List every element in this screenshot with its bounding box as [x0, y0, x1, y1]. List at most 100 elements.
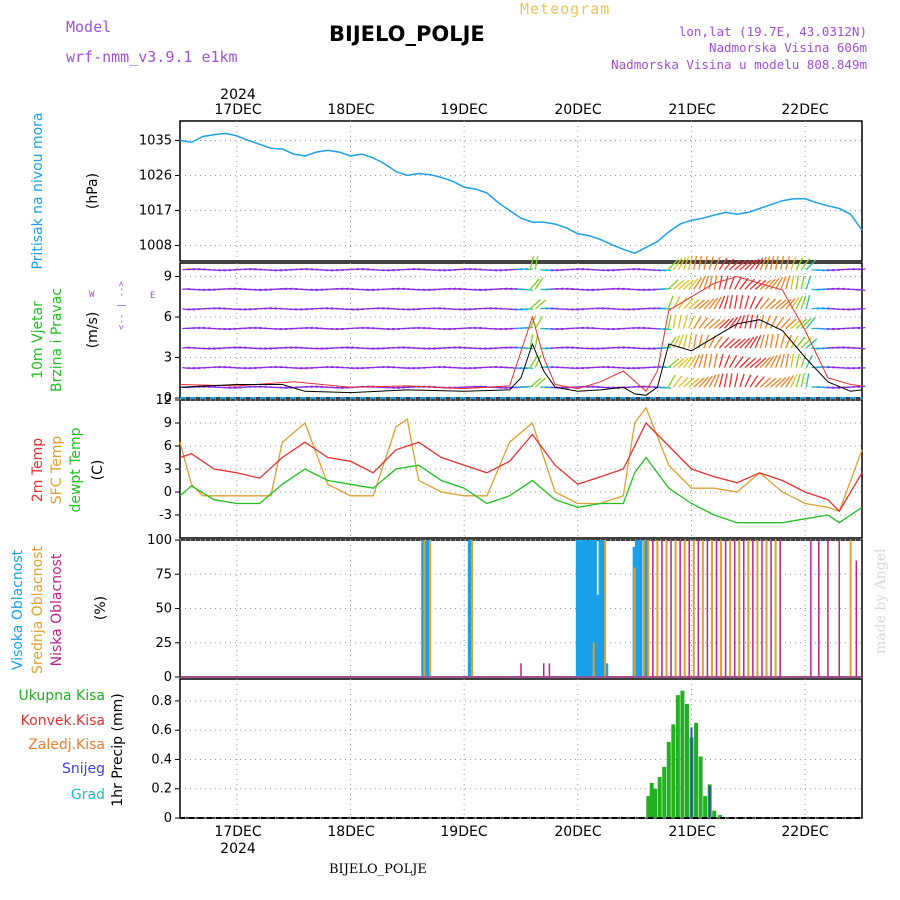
wind-arrow [325, 365, 334, 369]
cloud-bar-low [761, 540, 763, 677]
wind-arrow [693, 334, 697, 349]
wind-arrow [764, 377, 777, 388]
cloud-bar-high [575, 540, 580, 677]
legend-total: Ukupna Kisa [18, 688, 105, 704]
wind-arrow [754, 357, 766, 369]
bottom-tick-21dec: 21DEC [668, 824, 715, 840]
wind-ylabel-2: Brzina i Pravac [49, 288, 65, 392]
wind-arrow [330, 366, 339, 369]
wind-arrow [693, 316, 702, 329]
precip-bar [698, 756, 703, 818]
wind-arrow [627, 268, 636, 271]
wind-arrow [289, 346, 298, 349]
wind-arrow [212, 307, 221, 310]
wind-arrow [448, 287, 457, 290]
wind-arrow [243, 308, 252, 311]
wind-arrow [632, 268, 641, 271]
wind-arrow [703, 298, 715, 310]
wind-arrow [790, 353, 795, 368]
model-name: wrf-nmm_v3.9.1 e1km [66, 48, 238, 66]
cloud-bar-low [770, 540, 772, 677]
wind-arrow [391, 386, 401, 389]
wind-arrow [759, 334, 765, 349]
wind-arrow [187, 308, 196, 311]
wind-arrow [790, 374, 798, 388]
wind-arrow [371, 347, 380, 350]
wind-arrow [637, 326, 646, 330]
wind-arrow [616, 346, 626, 349]
wind-arrow [723, 354, 731, 368]
cloud-bar-low [697, 540, 700, 677]
wind-arrow [529, 278, 540, 290]
wind-arrow [672, 258, 683, 271]
wind-arrow [596, 307, 605, 310]
wind-arrow [683, 279, 695, 290]
wind-ytick-label: 6 [164, 310, 172, 325]
wind-arrow [663, 269, 672, 272]
wind-arrow [284, 386, 293, 389]
precip-bar [657, 777, 662, 818]
wind-arrow [560, 287, 569, 290]
wind-ytick-label: 3 [164, 351, 172, 366]
wind-arrow [821, 269, 830, 272]
wind-arrow [842, 308, 851, 311]
precip-bars [646, 690, 722, 818]
wind-arrow [565, 308, 574, 311]
bottom-tick-18dec: 18DEC [327, 824, 374, 840]
cloud-bar-high [604, 663, 609, 677]
wind-arrow [555, 327, 564, 331]
wind-arrow [560, 386, 569, 389]
wind-arrow [769, 354, 778, 368]
wind-arrow [785, 375, 794, 388]
wind-arrow [473, 385, 482, 388]
wind-arrow [677, 334, 684, 349]
wind-arrow [785, 318, 797, 329]
precip-ytick-label: 0.6 [151, 723, 172, 738]
cloud-bar-high [425, 540, 430, 677]
wind-arrow [663, 366, 672, 369]
wind-arrow [718, 275, 723, 290]
wind-arrow [437, 269, 447, 272]
cloud-bar-mid [471, 540, 474, 677]
wind-arrow [632, 366, 641, 370]
wind-arrow [366, 347, 375, 350]
wind-arrow [253, 326, 262, 330]
wind-arrow [780, 376, 791, 388]
cloud-bar-mid [642, 540, 645, 677]
cloud-bar-mid [710, 540, 713, 677]
legend-convective: Konvek.Kisa [21, 713, 105, 729]
wind-arrow [356, 366, 365, 370]
wind-arrow [391, 287, 401, 290]
wind-arrow [800, 258, 811, 271]
wind-arrow [499, 386, 508, 389]
wind-arrow [340, 346, 349, 349]
wind-arrow [764, 278, 776, 290]
wind-arrow [637, 288, 646, 292]
wind-arrow [657, 269, 666, 272]
wind-arrow [274, 365, 283, 369]
wind-arrow [545, 307, 554, 310]
temperature-ytick-label: 0 [164, 485, 172, 500]
wind-arrow [672, 375, 683, 388]
wind-arrow [529, 377, 542, 388]
wind-arrow [361, 326, 370, 330]
wind-arrow [693, 277, 703, 290]
wind-arrow [274, 269, 283, 272]
wind-arrow [739, 373, 745, 388]
cloud-ytick-label: 100 [147, 533, 172, 548]
wind-arrow [688, 334, 692, 349]
cloud-bar-high [600, 540, 605, 677]
wind-arrow [611, 287, 620, 290]
bottom-year-label: 2024 [220, 841, 256, 857]
wind-arrow [667, 295, 674, 310]
wind-arrow [683, 298, 694, 310]
wind-arrow [816, 307, 825, 310]
wind-arrow [269, 307, 278, 310]
wind-arrow [622, 308, 631, 311]
cloud-bar-high [592, 540, 597, 677]
wind-arrow [847, 308, 856, 311]
wind-arrow [386, 269, 395, 272]
wind-arrow [192, 366, 201, 370]
wind-arrow [402, 346, 411, 349]
